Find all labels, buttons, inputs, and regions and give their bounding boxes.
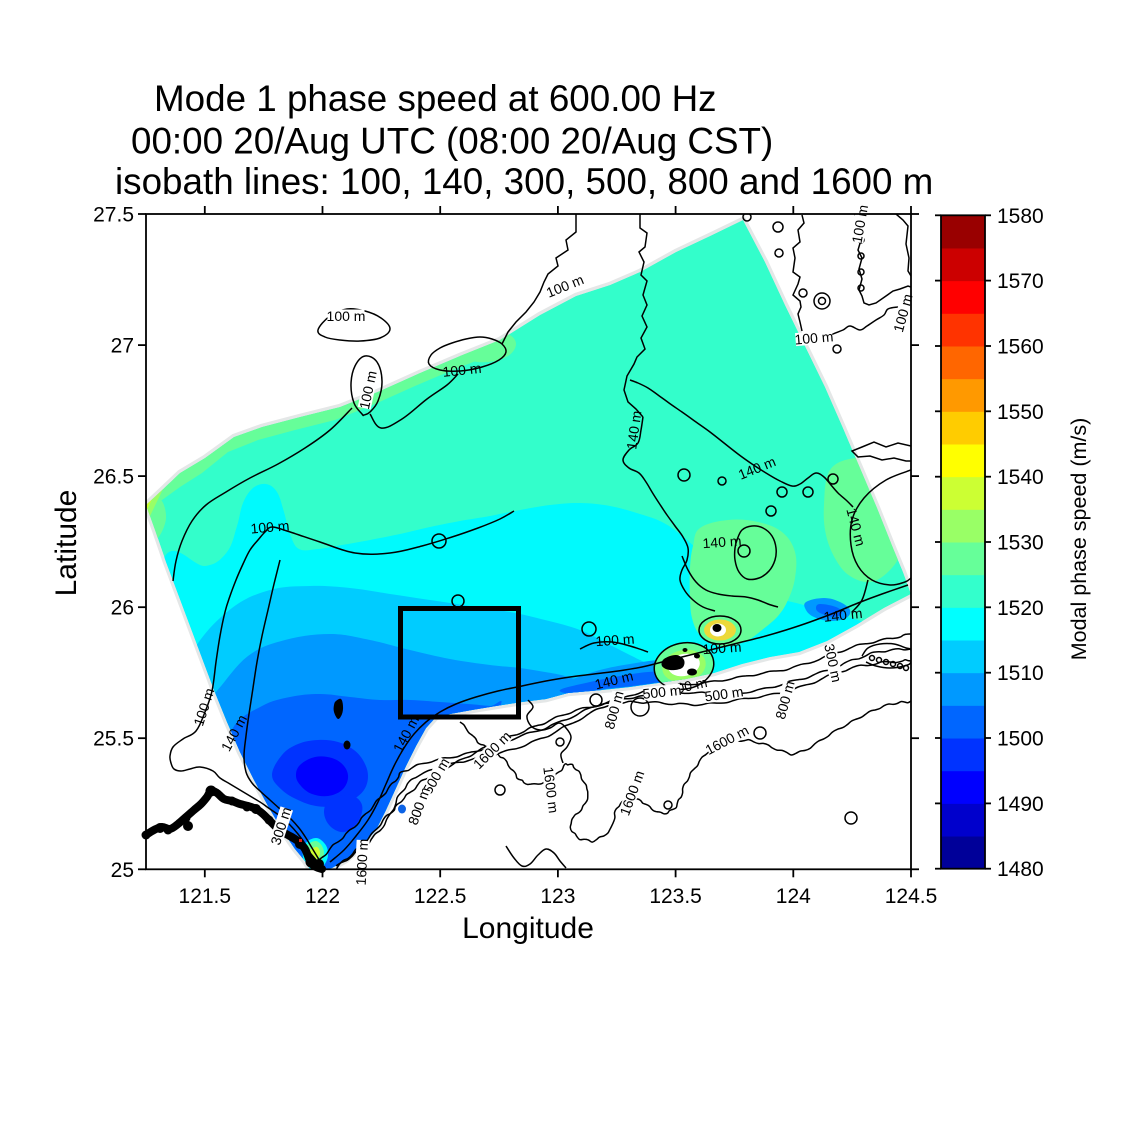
svg-text:1570: 1570 <box>997 270 1044 293</box>
svg-text:25.5: 25.5 <box>93 728 134 751</box>
svg-text:100 m: 100 m <box>327 308 366 324</box>
svg-text:1600 m: 1600 m <box>540 766 562 814</box>
svg-text:100 m: 100 m <box>250 517 290 536</box>
svg-text:500 m: 500 m <box>704 683 745 704</box>
svg-text:100 m: 100 m <box>442 360 482 380</box>
svg-text:124: 124 <box>776 885 811 908</box>
svg-text:100 m: 100 m <box>595 631 635 650</box>
svg-text:Mode 1 phase speed at 600.00 H: Mode 1 phase speed at 600.00 Hz <box>154 78 717 119</box>
svg-text:26.5: 26.5 <box>93 466 134 489</box>
svg-text:27: 27 <box>111 335 134 358</box>
svg-text:isobath lines: 100, 140, 300,: isobath lines: 100, 140, 300, 500, 800 a… <box>115 161 933 202</box>
svg-text:140 m: 140 m <box>623 410 644 451</box>
svg-text:300 m: 300 m <box>821 642 845 683</box>
svg-text:1560: 1560 <box>997 336 1044 359</box>
svg-text:140 m: 140 m <box>823 605 863 625</box>
svg-text:1600 m: 1600 m <box>353 838 371 885</box>
svg-text:123.5: 123.5 <box>649 885 702 908</box>
svg-text:1540: 1540 <box>997 466 1044 489</box>
svg-text:1530: 1530 <box>997 532 1044 555</box>
svg-text:26: 26 <box>111 597 134 620</box>
svg-text:00:00 20/Aug UTC (08:00 20/Aug: 00:00 20/Aug UTC (08:00 20/Aug CST) <box>131 121 773 162</box>
svg-text:Modal phase speed (m/s): Modal phase speed (m/s) <box>1067 418 1091 661</box>
svg-text:500 m: 500 m <box>642 682 682 702</box>
svg-text:121.5: 121.5 <box>179 885 232 908</box>
svg-text:124.5: 124.5 <box>885 885 938 908</box>
svg-text:140 m: 140 m <box>702 533 742 552</box>
svg-text:Longitude: Longitude <box>462 912 594 945</box>
svg-text:100 m: 100 m <box>702 639 742 658</box>
svg-text:100 m: 100 m <box>794 328 834 347</box>
svg-text:Latitude: Latitude <box>50 490 83 597</box>
svg-text:1490: 1490 <box>997 793 1044 816</box>
svg-text:1550: 1550 <box>997 401 1044 424</box>
svg-text:122: 122 <box>305 885 340 908</box>
svg-text:1520: 1520 <box>997 597 1044 620</box>
svg-text:1480: 1480 <box>997 858 1044 881</box>
svg-text:100 m: 100 m <box>356 369 380 410</box>
svg-text:123: 123 <box>540 885 575 908</box>
svg-text:27.5: 27.5 <box>93 204 134 227</box>
svg-text:1510: 1510 <box>997 662 1044 685</box>
svg-text:25: 25 <box>111 859 134 882</box>
svg-text:122.5: 122.5 <box>414 885 467 908</box>
svg-text:1580: 1580 <box>997 205 1044 228</box>
svg-text:1500: 1500 <box>997 728 1044 751</box>
